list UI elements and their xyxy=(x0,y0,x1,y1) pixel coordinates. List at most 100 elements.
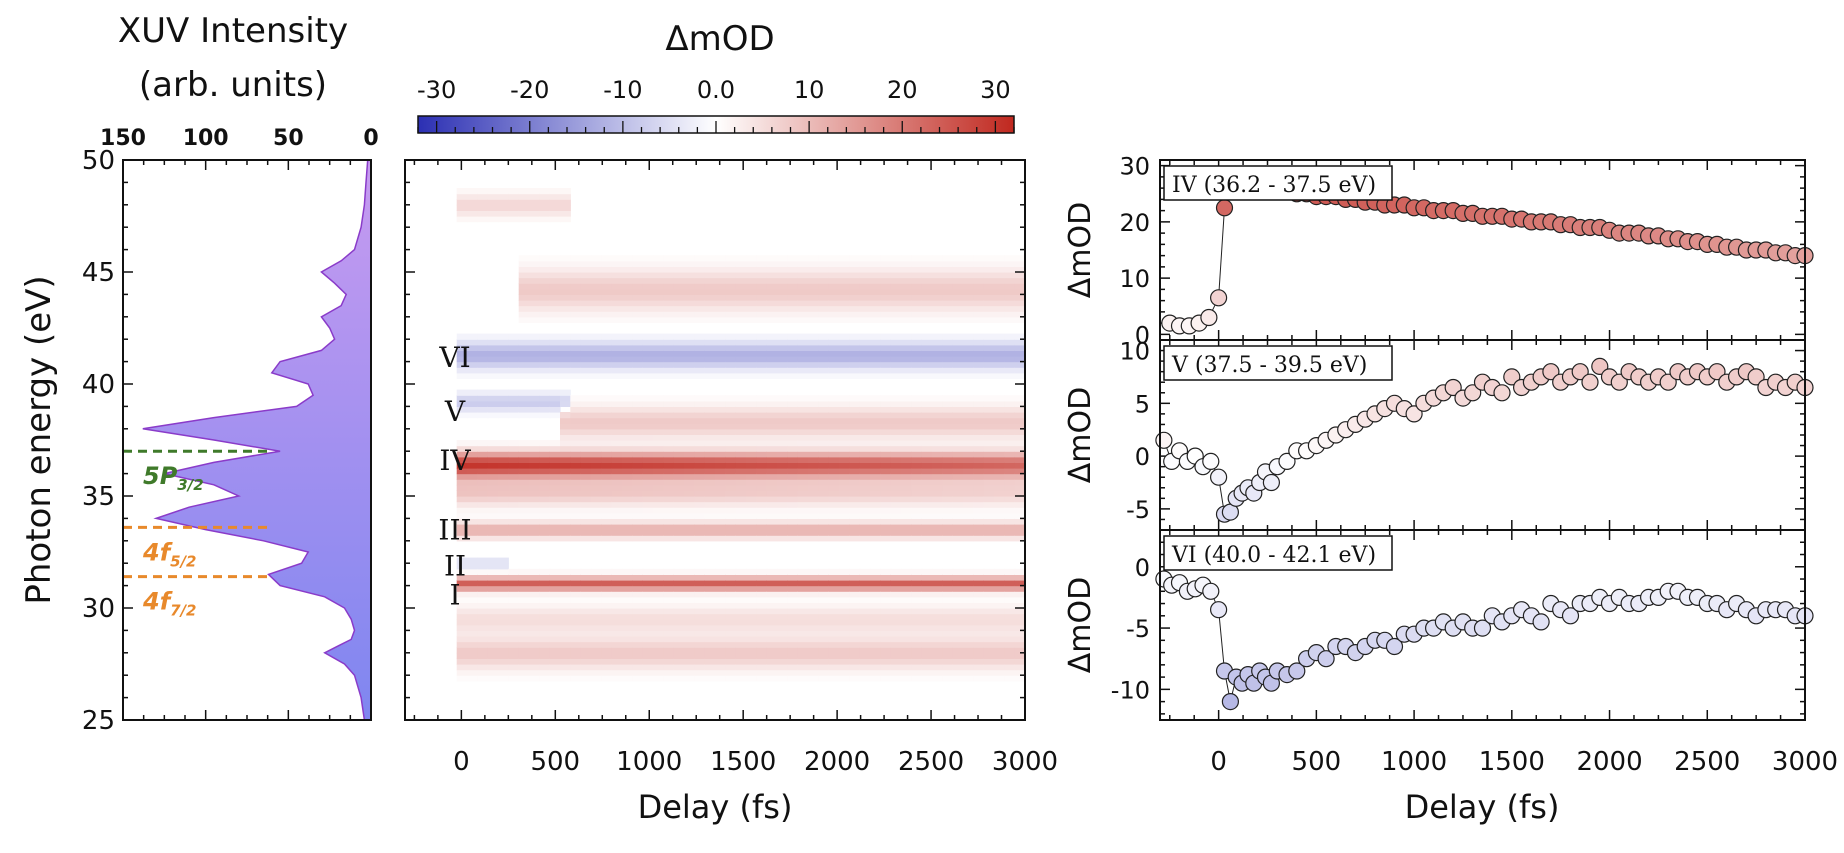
heatmap-cell xyxy=(622,440,633,447)
heatmap-cell xyxy=(1004,423,1016,430)
heatmap-cell xyxy=(818,507,830,514)
heatmap-cell xyxy=(704,574,716,581)
heatmap-cell xyxy=(756,518,768,525)
heatmap-cell xyxy=(787,664,799,671)
heatmap-cell xyxy=(983,445,995,452)
heatmap-cell xyxy=(787,300,799,307)
heatmap-cell xyxy=(932,395,943,402)
heatmap-cell xyxy=(611,400,623,407)
heatmap-cell xyxy=(632,524,644,531)
heatmap-cell xyxy=(777,624,788,631)
heatmap-cell xyxy=(518,619,530,626)
heatmap-cell xyxy=(601,361,613,368)
heatmap-cell xyxy=(746,277,757,284)
heatmap-cell xyxy=(477,412,489,419)
heatmap-cell xyxy=(1004,451,1016,458)
heatmap-cell xyxy=(787,350,799,357)
heatmap-cell xyxy=(921,524,933,531)
heatmap-cell xyxy=(725,524,737,531)
heatmap-cell xyxy=(1004,501,1016,508)
heatmap-cell xyxy=(560,423,571,430)
heatmap-cell xyxy=(560,591,571,598)
heatmap-cell xyxy=(487,204,499,211)
heatmap-cell xyxy=(529,294,540,301)
heatmap-cell xyxy=(777,596,788,603)
heatmap-cell xyxy=(952,395,964,402)
heatmap-cell xyxy=(642,630,654,637)
heatmap-cell xyxy=(880,445,892,452)
heatmap-cell xyxy=(704,664,716,671)
heatmap-cell xyxy=(963,602,974,609)
heatmap-cell xyxy=(994,434,1005,441)
heatmap-cell xyxy=(787,669,799,676)
heatmap-cell xyxy=(498,658,509,665)
heatmap-cell xyxy=(849,406,861,413)
heatmap-cell xyxy=(818,300,830,307)
heatmap-cell xyxy=(580,479,592,486)
heatmap-cell xyxy=(839,412,850,419)
heatmap-cell xyxy=(653,608,664,615)
heatmap-cell xyxy=(859,305,871,312)
heatmap-cell xyxy=(756,641,768,648)
heatmap-cell xyxy=(570,641,582,648)
heatmap-cell xyxy=(622,574,633,581)
heatmap-cell xyxy=(963,356,974,363)
heatmap-cell xyxy=(518,339,530,346)
heatmap-cell xyxy=(911,417,923,424)
heatmap-cell xyxy=(694,400,706,407)
heatmap-cell xyxy=(529,636,540,643)
heatmap-cell xyxy=(994,518,1005,525)
heatmap-cell xyxy=(746,400,757,407)
heatmap-cell xyxy=(932,311,943,318)
heatmap-cell xyxy=(518,451,530,458)
heatmap-cell xyxy=(839,574,850,581)
heatmap-cell xyxy=(539,367,551,374)
heatmap-cell xyxy=(797,260,809,267)
heatmap-cell xyxy=(818,434,830,441)
heatmap-cell xyxy=(560,300,571,307)
heatmap-cell xyxy=(725,479,737,486)
heatmap-cell xyxy=(673,423,685,430)
heatmap-cell xyxy=(839,524,850,531)
heatmap-cell xyxy=(694,305,706,312)
heatmap-cell xyxy=(704,266,716,273)
heatmap-cell xyxy=(704,434,716,441)
heatmap-cell xyxy=(715,507,726,514)
heatmap-cell xyxy=(787,283,799,290)
heatmap-cell xyxy=(622,664,633,671)
heatmap-cell xyxy=(839,647,850,654)
heatmap-cell xyxy=(611,462,623,469)
heatmap-cell xyxy=(518,440,530,447)
heatmap-cell xyxy=(797,501,809,508)
heatmap-cell xyxy=(694,535,706,542)
heatmap-cell xyxy=(684,585,695,592)
heatmap-cell xyxy=(839,652,850,659)
heatmap-cell xyxy=(942,608,954,615)
kinetics-point xyxy=(1503,368,1521,386)
heatmap-cell xyxy=(890,406,902,413)
heatmap-cell xyxy=(735,619,747,626)
heatmap-cell xyxy=(880,339,892,346)
heatmap-cell xyxy=(498,535,509,542)
heatmap-cell xyxy=(1014,255,1025,262)
heatmap-cell xyxy=(704,356,716,363)
heatmap-cell xyxy=(632,356,644,363)
heatmap-cell xyxy=(591,451,602,458)
kinetics-point xyxy=(1215,199,1234,217)
heatmap-cell xyxy=(684,367,695,374)
kinetics-x-tick-label: 1500 xyxy=(1479,747,1545,777)
heatmap-cell xyxy=(663,596,675,603)
heatmap-cell xyxy=(725,658,737,665)
heatmap-cell xyxy=(673,630,685,637)
heatmap-cell xyxy=(859,428,871,435)
heatmap-cell xyxy=(663,580,675,587)
heatmap-cell xyxy=(725,311,737,318)
heatmap-cell xyxy=(518,216,530,223)
heatmap-cell xyxy=(684,395,695,402)
heatmap-cell xyxy=(725,412,737,419)
heatmap-cell xyxy=(797,451,809,458)
heatmap-cell xyxy=(901,372,912,379)
heatmap-cell xyxy=(684,630,695,637)
heatmap-cell xyxy=(653,361,664,368)
heatmap-cell xyxy=(942,652,954,659)
